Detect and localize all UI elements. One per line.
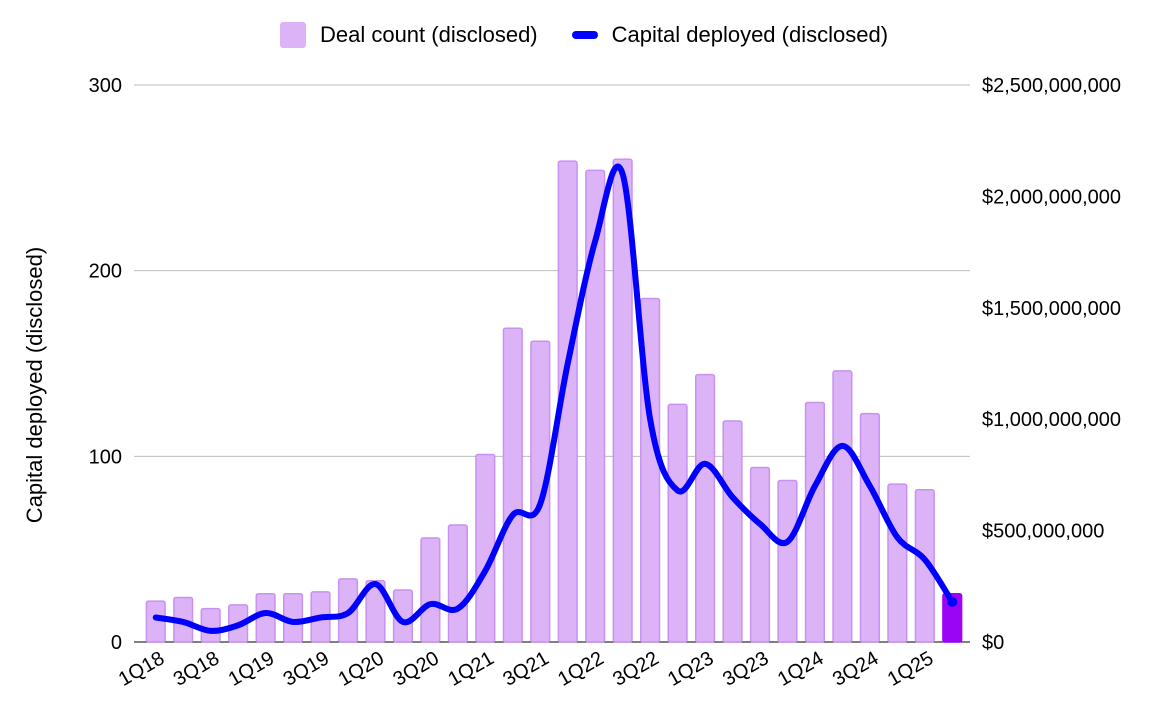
bar	[694, 373, 716, 643]
y-right-tick-label: $2,000,000,000	[982, 186, 1121, 208]
capital-swatch	[571, 31, 598, 39]
x-tick-label: 3Q22	[609, 647, 662, 691]
legend-label-capital: Capital deployed (disclosed)	[611, 22, 889, 47]
y-left-tick-label: 300	[89, 75, 122, 97]
bar	[502, 327, 523, 643]
y-right-tick-label: $1,000,000,000	[982, 409, 1121, 431]
y-right-tick-label: $1,500,000,000	[982, 298, 1121, 320]
legend-item-capital[interactable]: Capital deployed (disclosed)	[571, 22, 889, 48]
x-tick-label: 3Q20	[390, 647, 443, 691]
bar	[447, 524, 468, 643]
y-right-tick-label: $2,500,000,000	[982, 75, 1121, 97]
x-tick-label: 1Q25	[884, 647, 937, 691]
deal-count-swatch	[279, 22, 306, 48]
x-tick-label: 1Q24	[774, 647, 827, 691]
bar	[365, 579, 386, 643]
bar	[832, 370, 853, 643]
x-tick-label: 1Q18	[115, 647, 168, 691]
bar	[145, 600, 166, 643]
bar	[749, 466, 771, 643]
bar	[887, 483, 908, 643]
x-tick-label: 3Q19	[280, 647, 333, 691]
capital-line-endpoint	[947, 596, 958, 607]
x-tick-label: 1Q22	[554, 647, 607, 691]
bar	[777, 479, 798, 643]
x-tick-label: 1Q20	[335, 647, 388, 691]
y-left-tick-label: 100	[89, 446, 122, 468]
bar	[914, 489, 935, 643]
bar	[722, 420, 743, 643]
x-tick-label: 3Q21	[499, 647, 552, 691]
x-tick-label: 1Q23	[664, 647, 717, 691]
bar	[585, 169, 606, 643]
y-right-tick-label: $500,000,000	[982, 521, 1104, 543]
bar	[530, 340, 551, 643]
legend: Deal count (disclosed) Capital deployed …	[0, 22, 1168, 48]
x-tick-label: 3Q18	[170, 647, 223, 691]
legend-label-deal-count: Deal count (disclosed)	[319, 22, 538, 47]
y-right-tick-label: $0	[982, 632, 1004, 654]
y-left-tick-label: 200	[89, 261, 122, 283]
x-tick-label: 1Q21	[444, 647, 497, 691]
x-tick-label: 3Q24	[829, 647, 882, 691]
capital-line	[152, 163, 956, 634]
bar	[420, 537, 441, 643]
bar	[612, 158, 633, 643]
bar	[667, 403, 688, 643]
bar	[804, 401, 826, 643]
bar	[200, 607, 221, 643]
y-left-tick-label: 0	[111, 632, 122, 654]
x-tick-label: 3Q23	[719, 647, 772, 691]
bar	[859, 412, 880, 643]
x-tick-label: 1Q19	[225, 647, 278, 691]
bar	[475, 453, 496, 643]
legend-item-deal-count[interactable]: Deal count (disclosed)	[279, 22, 538, 48]
bar	[942, 592, 963, 643]
